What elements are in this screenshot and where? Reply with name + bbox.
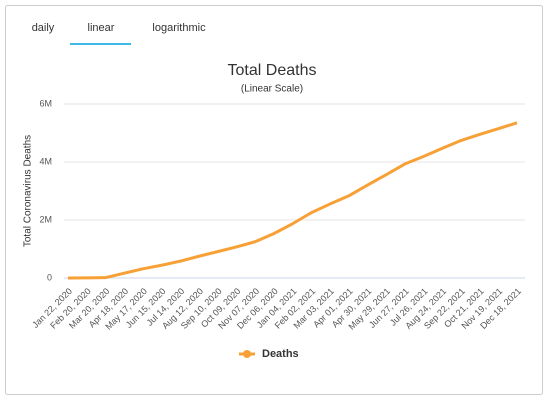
tab[interactable]: logarithmic	[152, 22, 206, 34]
chart-subtitle: (Linear Scale)	[241, 84, 303, 95]
legend-label: Deaths	[262, 348, 299, 360]
panel	[5, 5, 543, 395]
y-axis-label: Total Coronavirus Deaths	[23, 135, 34, 247]
tab-active[interactable]: linear	[88, 22, 115, 34]
tab[interactable]: daily	[32, 22, 55, 34]
chart-title: Total Deaths	[228, 62, 317, 79]
y-tick-label: 6M	[39, 98, 52, 108]
y-tick-label: 2M	[39, 214, 52, 224]
legend-marker	[243, 350, 251, 358]
data-line	[67, 121, 518, 280]
y-tick-label: 4M	[39, 156, 52, 166]
y-tick-label: 0	[47, 272, 52, 282]
tab-underline	[70, 43, 131, 45]
